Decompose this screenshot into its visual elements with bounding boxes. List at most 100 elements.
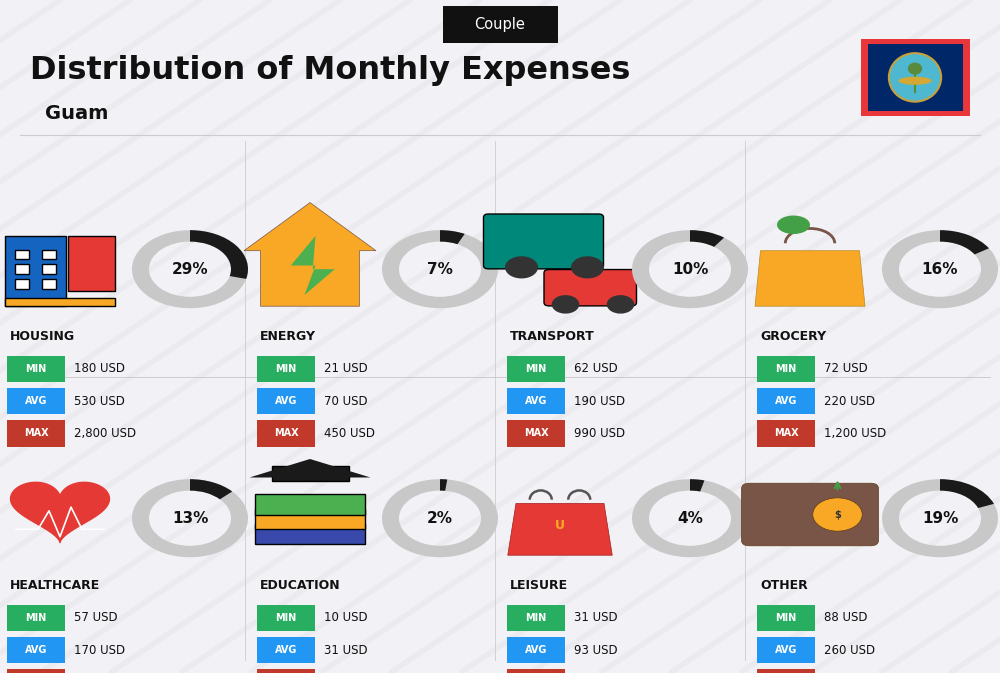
Text: AVG: AVG [25,396,47,406]
Wedge shape [132,230,248,308]
Wedge shape [690,479,704,491]
Text: MIN: MIN [25,613,47,623]
Wedge shape [132,479,248,557]
Wedge shape [940,479,994,508]
Wedge shape [632,479,748,557]
Text: $: $ [834,509,841,520]
Text: OTHER: OTHER [760,579,808,592]
FancyBboxPatch shape [7,388,65,415]
Text: MIN: MIN [525,613,547,623]
Text: 72 USD: 72 USD [824,362,868,376]
Text: U: U [555,519,565,532]
Polygon shape [755,251,865,306]
Text: 2,800 USD: 2,800 USD [74,427,136,440]
FancyBboxPatch shape [257,637,315,664]
Text: 4%: 4% [677,511,703,526]
Text: LEISURE: LEISURE [510,579,568,592]
Text: 31 USD: 31 USD [324,643,368,657]
Text: 10 USD: 10 USD [324,611,368,625]
FancyBboxPatch shape [544,269,637,306]
Text: 31 USD: 31 USD [574,611,618,625]
FancyBboxPatch shape [868,44,962,111]
FancyBboxPatch shape [257,356,315,382]
Text: MAX: MAX [524,429,548,438]
Text: AVG: AVG [525,645,547,655]
Polygon shape [244,203,376,306]
FancyBboxPatch shape [7,356,65,382]
Ellipse shape [889,53,941,102]
FancyBboxPatch shape [507,637,565,664]
Text: 170 USD: 170 USD [74,643,125,657]
Text: 57 USD: 57 USD [74,611,118,625]
Text: 190 USD: 190 USD [574,394,625,408]
Text: Distribution of Monthly Expenses: Distribution of Monthly Expenses [30,55,630,86]
FancyBboxPatch shape [5,298,115,306]
Text: HOUSING: HOUSING [10,330,75,343]
FancyBboxPatch shape [757,637,815,664]
FancyBboxPatch shape [757,669,815,673]
Text: 21 USD: 21 USD [324,362,368,376]
Text: AVG: AVG [775,396,797,406]
Text: 260 USD: 260 USD [824,643,875,657]
FancyBboxPatch shape [257,604,315,631]
Wedge shape [690,230,724,247]
FancyBboxPatch shape [757,604,815,631]
Text: 2%: 2% [427,511,453,526]
Wedge shape [382,230,498,308]
Text: 16%: 16% [922,262,958,277]
Text: AVG: AVG [775,645,797,655]
FancyBboxPatch shape [507,421,565,447]
Text: EDUCATION: EDUCATION [260,579,341,592]
FancyBboxPatch shape [507,388,565,415]
FancyBboxPatch shape [272,466,349,481]
Text: AVG: AVG [275,645,297,655]
FancyBboxPatch shape [507,669,565,673]
Wedge shape [632,230,748,308]
Circle shape [505,256,538,279]
Circle shape [552,295,579,314]
Polygon shape [508,503,612,555]
FancyBboxPatch shape [7,604,65,631]
Text: 88 USD: 88 USD [824,611,868,625]
FancyBboxPatch shape [757,356,815,382]
FancyBboxPatch shape [257,421,315,447]
FancyBboxPatch shape [42,250,56,259]
Text: Couple: Couple [475,17,525,32]
Wedge shape [382,479,498,557]
Wedge shape [440,230,465,244]
FancyBboxPatch shape [741,483,879,546]
Ellipse shape [898,77,932,85]
Text: Guam: Guam [45,104,108,122]
Text: 62 USD: 62 USD [574,362,618,376]
FancyBboxPatch shape [7,669,65,673]
FancyBboxPatch shape [15,279,29,289]
Wedge shape [190,479,232,499]
Text: 180 USD: 180 USD [74,362,125,376]
Text: GROCERY: GROCERY [760,330,826,343]
FancyBboxPatch shape [507,356,565,382]
Text: 70 USD: 70 USD [324,394,368,408]
FancyBboxPatch shape [757,388,815,415]
FancyBboxPatch shape [255,494,365,514]
FancyBboxPatch shape [42,279,56,289]
FancyBboxPatch shape [68,236,115,291]
Text: MIN: MIN [275,613,297,623]
Text: MIN: MIN [275,364,297,374]
FancyBboxPatch shape [507,604,565,631]
Wedge shape [940,230,989,254]
Polygon shape [250,459,370,478]
Polygon shape [11,483,109,542]
Ellipse shape [908,63,922,75]
FancyBboxPatch shape [255,509,365,529]
Circle shape [607,295,634,314]
Circle shape [571,256,604,279]
Text: 19%: 19% [922,511,958,526]
Text: MIN: MIN [25,364,47,374]
Text: 990 USD: 990 USD [574,427,625,440]
Wedge shape [190,230,248,279]
Text: MAX: MAX [774,429,798,438]
Text: 220 USD: 220 USD [824,394,875,408]
Text: 1,200 USD: 1,200 USD [824,427,886,440]
Text: MIN: MIN [775,364,797,374]
Text: AVG: AVG [525,396,547,406]
